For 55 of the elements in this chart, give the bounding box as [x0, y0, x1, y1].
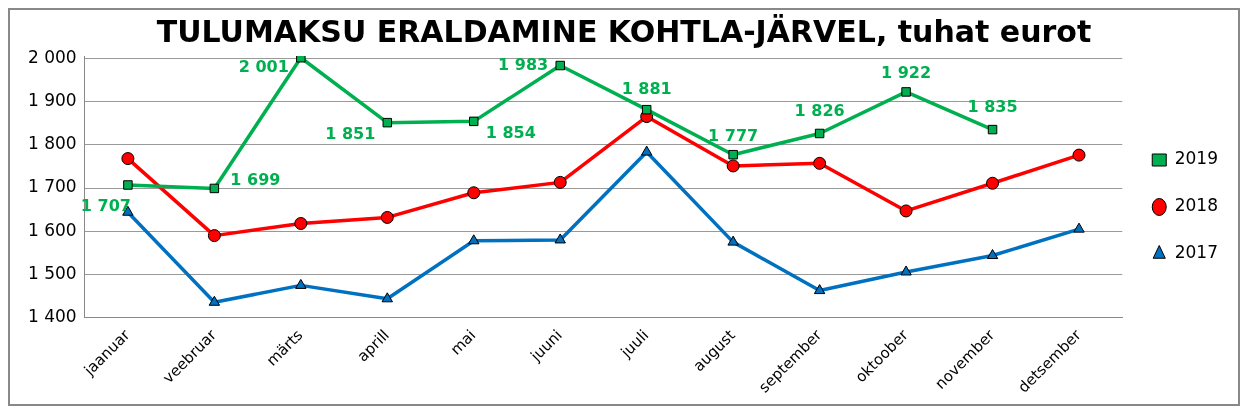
point: [726, 159, 740, 173]
data-label: 1 826: [794, 100, 845, 120]
data-label: 1 699: [230, 169, 281, 189]
y-tick-label: 1 800: [28, 133, 77, 154]
point: [295, 278, 307, 289]
point: [380, 210, 394, 224]
point: [123, 180, 133, 190]
point: [207, 229, 221, 243]
data-label: 1 707: [80, 196, 131, 216]
data-label: 1 851: [325, 123, 376, 143]
legend-label: 2019: [1174, 148, 1218, 169]
y-tick-label: 1 700: [28, 176, 77, 197]
point: [553, 175, 567, 189]
data-label: 2 001: [238, 56, 289, 76]
point: [813, 156, 827, 170]
legend-label: 2018: [1174, 195, 1218, 216]
point: [381, 292, 393, 303]
point: [813, 284, 826, 295]
point: [986, 176, 1000, 190]
point: [727, 235, 739, 246]
point: [469, 116, 479, 127]
data-label: 1 777: [708, 125, 759, 145]
legend-label: 2017: [1174, 242, 1218, 263]
point: [467, 186, 481, 200]
data-label: 1 854: [485, 122, 536, 142]
point: [640, 145, 653, 156]
point: [208, 295, 221, 306]
data-label: 1 922: [881, 63, 932, 83]
point: [899, 204, 913, 218]
y-tick-label: 2 000: [28, 46, 77, 67]
point: [814, 128, 825, 139]
point: [209, 183, 220, 194]
y-tick-label: 1 400: [28, 306, 77, 327]
data-label: 1 983: [498, 54, 549, 74]
data-label: 1 881: [621, 78, 672, 98]
point: [986, 249, 999, 260]
point: [294, 217, 308, 230]
point: [296, 56, 306, 63]
point: [987, 124, 998, 135]
point: [900, 265, 912, 276]
point: [728, 149, 738, 160]
y-tick-label: 1 500: [28, 262, 77, 283]
point: [1073, 222, 1085, 233]
y-tick-label: 1 600: [28, 219, 77, 240]
point: [554, 233, 566, 244]
point: [1072, 148, 1086, 162]
data-label: 1 835: [967, 96, 1018, 116]
point: [382, 117, 393, 128]
point: [641, 104, 652, 115]
point: [901, 87, 911, 97]
point: [121, 152, 135, 166]
point: [468, 234, 480, 245]
point: [555, 60, 565, 71]
y-tick-label: 1 900: [28, 89, 77, 110]
chart-title: TULUMAKSU ERALDAMINE KOHTLA-JÄRVEL, tuhat eurot: [156, 13, 1092, 49]
